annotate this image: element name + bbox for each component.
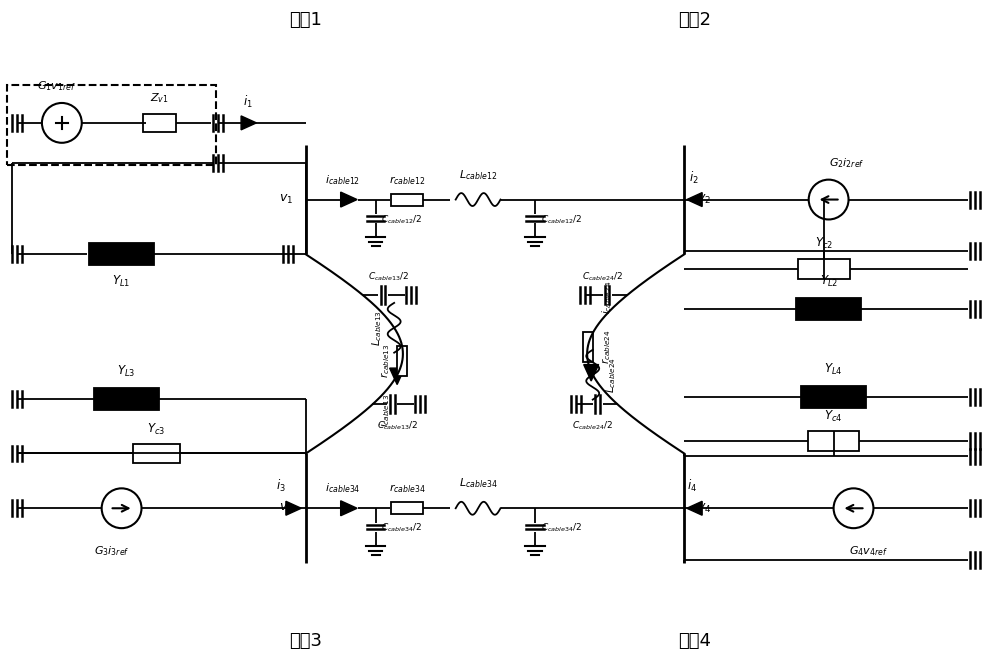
Text: $G_3 i_{3ref}$: $G_3 i_{3ref}$ [94,544,129,558]
Polygon shape [390,368,405,384]
Text: $L_{cable34}$: $L_{cable34}$ [459,477,497,490]
Text: $v_3$: $v_3$ [279,502,293,515]
Text: $r_{cable13}$: $r_{cable13}$ [380,343,392,378]
Text: $Y_{c3}$: $Y_{c3}$ [147,422,166,436]
Bar [798,260,850,280]
Text: $G_2 i_{2ref}$: $G_2 i_{2ref}$ [829,156,864,170]
Text: $Y_{c4}$: $Y_{c4}$ [824,408,843,424]
Bar [796,298,861,320]
Text: $Z_{v1}$: $Z_{v1}$ [150,91,169,105]
Text: 节点4: 节点4 [678,631,711,649]
Bar [808,430,859,450]
Bar [133,444,180,463]
Text: $v_4$: $v_4$ [697,502,712,515]
Text: $C_{cable13}/2$: $C_{cable13}/2$ [368,271,408,284]
Bar [94,388,159,410]
Text: $r_{cable24}$: $r_{cable24}$ [600,330,613,365]
Text: $C_{cable13}/2$: $C_{cable13}/2$ [377,420,418,432]
Bar [801,386,866,408]
Text: $L_{cable12}$: $L_{cable12}$ [459,168,497,182]
Text: $G_4 v_{4ref}$: $G_4 v_{4ref}$ [849,544,888,558]
Text: $C_{cable24}/2$: $C_{cable24}/2$ [582,271,622,284]
Text: $Y_{L1}$: $Y_{L1}$ [112,274,131,290]
Bar [89,244,154,266]
Text: $C_{cable34}/2$: $C_{cable34}/2$ [541,522,582,535]
Text: $Y_{c2}$: $Y_{c2}$ [815,236,833,252]
Text: 节点2: 节点2 [678,11,711,29]
Text: $Y_{L2}$: $Y_{L2}$ [820,274,838,290]
Text: $r_{cable12}$: $r_{cable12}$ [389,174,426,187]
Text: $v_2$: $v_2$ [697,193,711,206]
Text: $C_{cable24}/2$: $C_{cable24}/2$ [572,420,613,432]
Polygon shape [687,501,702,515]
Text: $C_{cable12}/2$: $C_{cable12}/2$ [381,213,422,226]
Bar [583,332,593,362]
Text: $C_{cable34}/2$: $C_{cable34}/2$ [381,522,422,535]
Text: $L_{cable13}$: $L_{cable13}$ [370,310,384,346]
Polygon shape [286,501,301,515]
Bar [7,85,216,165]
Text: $L_{cable24}$: $L_{cable24}$ [605,357,618,393]
Polygon shape [341,192,357,207]
Text: $i_{cable24}$: $i_{cable24}$ [600,281,614,314]
Text: $Y_{L4}$: $Y_{L4}$ [824,362,843,376]
Text: $i_{cable12}$: $i_{cable12}$ [325,173,360,187]
Polygon shape [584,365,599,381]
Text: $i_{cable34}$: $i_{cable34}$ [325,481,360,495]
Polygon shape [241,116,256,130]
Text: $v_1$: $v_1$ [279,193,293,206]
Bar [391,502,423,514]
Bar [143,114,176,132]
Text: 节点3: 节点3 [289,631,322,649]
Text: $i_4$: $i_4$ [687,478,697,494]
Text: $i_3$: $i_3$ [276,478,286,494]
Text: $i_2$: $i_2$ [689,169,699,186]
Text: $r_{cable34}$: $r_{cable34}$ [389,483,426,495]
Bar [397,346,407,376]
Text: $i_1$: $i_1$ [243,94,253,110]
Text: $i_{cable13}$: $i_{cable13}$ [379,394,392,427]
Polygon shape [687,193,702,207]
Bar [391,194,423,206]
Text: $G_1 v_{1ref}$: $G_1 v_{1ref}$ [37,79,76,93]
Polygon shape [341,501,357,516]
Text: $C_{cable12}/2$: $C_{cable12}/2$ [541,213,582,226]
Text: $Y_{L3}$: $Y_{L3}$ [117,364,136,378]
Text: 节点1: 节点1 [289,11,322,29]
